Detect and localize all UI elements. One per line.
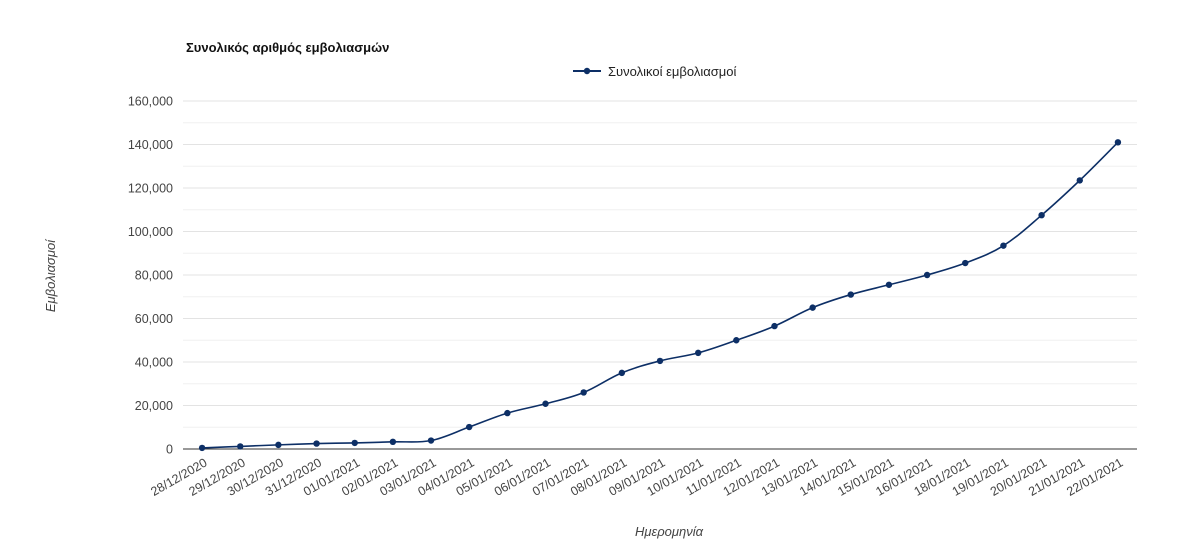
data-point[interactable] bbox=[962, 259, 969, 267]
y-tick-label: 100,000 bbox=[128, 225, 173, 239]
data-point[interactable] bbox=[656, 357, 664, 365]
y-tick-label: 160,000 bbox=[128, 95, 173, 109]
data-point[interactable] bbox=[351, 439, 358, 447]
data-point[interactable] bbox=[198, 444, 206, 452]
y-tick-label: 0 bbox=[166, 443, 173, 457]
y-tick-label: 40,000 bbox=[135, 356, 173, 370]
y-tick-label: 80,000 bbox=[135, 269, 173, 283]
legend-point-marker bbox=[583, 67, 591, 75]
data-point[interactable] bbox=[313, 440, 320, 447]
data-point[interactable] bbox=[580, 389, 587, 396]
data-point[interactable] bbox=[504, 409, 511, 417]
y-tick-label: 60,000 bbox=[135, 312, 173, 326]
data-point[interactable] bbox=[809, 304, 816, 311]
legend: Συνολικοί εμβολιασμοί bbox=[573, 64, 736, 79]
data-point[interactable] bbox=[1038, 211, 1045, 219]
data-point[interactable] bbox=[237, 443, 244, 450]
data-point[interactable] bbox=[847, 291, 854, 298]
data-point[interactable] bbox=[618, 369, 626, 377]
data-point[interactable] bbox=[466, 423, 473, 431]
data-point[interactable] bbox=[923, 271, 931, 279]
y-axis-title: Εμβολιασμοί bbox=[43, 239, 58, 312]
y-tick-label: 140,000 bbox=[128, 138, 173, 152]
data-point[interactable] bbox=[733, 337, 740, 344]
x-axis-title: Ημερομηνία bbox=[635, 524, 704, 539]
data-point[interactable] bbox=[389, 438, 397, 446]
data-point[interactable] bbox=[427, 437, 435, 444]
x-axis-ticks: 28/12/202029/12/202030/12/202031/12/2020… bbox=[148, 455, 1125, 498]
y-tick-label: 120,000 bbox=[128, 182, 173, 196]
data-point[interactable] bbox=[1114, 139, 1122, 146]
data-point[interactable] bbox=[694, 349, 702, 357]
y-axis-ticks: 0 20,000 40,000 60,000 80,000 100,000 120,000 1… bbox=[128, 95, 173, 457]
data-point[interactable] bbox=[885, 281, 893, 288]
chart-title: Συνολικός αριθμός εμβολιασμών bbox=[186, 40, 389, 55]
data-point[interactable] bbox=[542, 400, 549, 407]
legend-label: Συνολικοί εμβολιασμοί bbox=[608, 64, 736, 79]
series-points bbox=[198, 139, 1122, 452]
data-point[interactable] bbox=[275, 441, 282, 449]
data-point[interactable] bbox=[1076, 177, 1083, 184]
gridlines bbox=[183, 100, 1137, 428]
data-point[interactable] bbox=[1000, 242, 1007, 249]
y-tick-label: 20,000 bbox=[135, 399, 173, 413]
data-point[interactable] bbox=[771, 322, 778, 330]
